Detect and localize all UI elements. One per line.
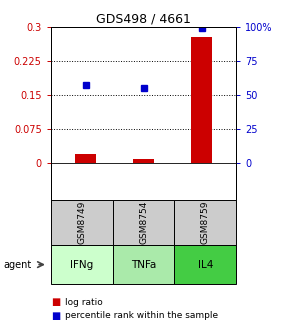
Text: IFNg: IFNg [70,260,93,269]
Text: GSM8749: GSM8749 [77,201,86,244]
Text: log ratio: log ratio [65,298,103,307]
Text: agent: agent [3,260,31,269]
Text: TNFa: TNFa [131,260,156,269]
Text: GSM8759: GSM8759 [201,201,210,244]
Text: percentile rank within the sample: percentile rank within the sample [65,311,218,320]
Bar [191,37,212,163]
Text: ■: ■ [51,311,60,321]
Text: GSM8754: GSM8754 [139,201,148,244]
Text: ■: ■ [51,297,60,307]
Text: IL4: IL4 [198,260,213,269]
Title: GDS498 / 4661: GDS498 / 4661 [96,13,191,26]
Bar [75,154,96,163]
Bar [133,159,154,163]
